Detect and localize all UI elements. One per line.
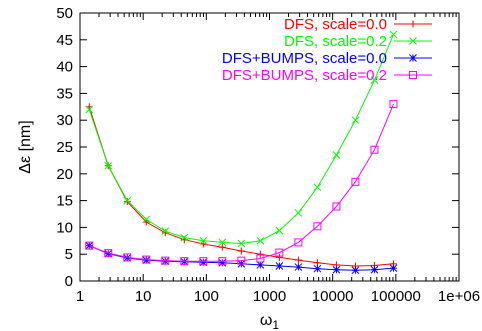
y-tick-label: 50 [56, 5, 73, 22]
data-point [85, 105, 94, 114]
data-point [409, 37, 417, 45]
legend-entry: DFS, scale=0.2 [284, 33, 432, 50]
data-point [275, 253, 283, 261]
data-point [180, 257, 189, 266]
data-point [409, 54, 417, 62]
data-point [218, 258, 227, 267]
data-point [237, 239, 246, 248]
legend-label: DFS, scale=0.0 [284, 16, 387, 33]
y-tick-label: 45 [56, 32, 73, 49]
series-4 [85, 100, 398, 266]
axes: 0 5 10 15 20 25 30 35 40 45 50 1 10 100 1000 10000 10000… [56, 5, 480, 305]
x-tick-label: 1000 [253, 288, 286, 305]
data-point [161, 229, 169, 237]
data-point [199, 257, 208, 266]
data-point [294, 256, 302, 264]
data-point [256, 250, 264, 258]
y-tick-label: 25 [56, 139, 73, 156]
x-axis-title-subscript: 1 [272, 318, 279, 331]
y-tick-label: 20 [56, 166, 73, 183]
data-point [161, 227, 170, 236]
x-tick-label: 100 [194, 288, 219, 305]
series-layer [85, 30, 398, 275]
data-point [294, 209, 303, 217]
data-point [275, 248, 284, 257]
data-point [199, 236, 208, 245]
data-point [237, 247, 245, 255]
data-point [409, 20, 417, 28]
data-point [370, 145, 379, 154]
data-point [294, 238, 303, 247]
legend-entry: DFS+BUMPS, scale=0.2 [222, 67, 432, 84]
data-point [332, 265, 341, 274]
data-point [142, 215, 151, 224]
data-point [218, 243, 226, 251]
x-axis-title: ω1 [260, 312, 280, 331]
data-point [332, 151, 341, 159]
y-tick-label: 40 [56, 59, 73, 76]
y-tick-label: 10 [56, 219, 73, 236]
data-point [256, 254, 265, 263]
data-point [351, 177, 360, 186]
data-point [332, 202, 341, 211]
y-tick-label: 15 [56, 193, 73, 210]
x-tick-label: 1 [76, 288, 84, 305]
data-point [142, 255, 151, 264]
data-point [85, 241, 94, 250]
data-point [313, 183, 322, 192]
x-axis-title-main: ω [260, 312, 273, 329]
data-point [256, 261, 265, 269]
series-line [89, 103, 394, 262]
legend-entry: DFS+BUMPS, scale=0.0 [222, 50, 432, 67]
data-point [389, 30, 398, 39]
data-point [370, 265, 379, 274]
y-tick-label: 35 [56, 85, 73, 102]
series-2 [85, 30, 398, 248]
data-point [275, 262, 284, 270]
data-point [161, 257, 170, 266]
data-point [123, 198, 131, 206]
data-point [104, 161, 113, 170]
y-tick-label: 30 [56, 112, 73, 129]
x-tick-label: 10 [135, 288, 152, 305]
x-tick-label: 1e+06 [438, 288, 480, 305]
y-axis-title: Δε [nm] [17, 120, 34, 173]
data-point [294, 263, 303, 271]
data-point [218, 257, 227, 266]
series-line [88, 106, 394, 267]
x-tick-label: 10000 [312, 288, 354, 305]
legend-label: DFS, scale=0.2 [284, 33, 387, 50]
legend-label: DFS+BUMPS, scale=0.0 [222, 50, 387, 67]
data-point [218, 238, 227, 247]
data-point [180, 233, 189, 242]
data-point [161, 256, 170, 265]
data-point [313, 264, 322, 273]
data-point [275, 226, 284, 235]
data-point [256, 236, 265, 245]
legend-label: DFS+BUMPS, scale=0.2 [222, 67, 387, 84]
data-point [370, 76, 379, 84]
data-point [389, 100, 398, 109]
x-tick-label: 100000 [371, 288, 421, 305]
data-point [409, 71, 417, 79]
legend-entry: DFS, scale=0.0 [284, 16, 432, 33]
y-tick-label: 5 [65, 246, 73, 263]
data-point [104, 249, 113, 258]
data-point [351, 266, 360, 275]
data-point [237, 256, 246, 265]
y-tick-label: 0 [65, 273, 73, 290]
data-point [123, 196, 132, 205]
data-point [313, 222, 322, 231]
series-1 [85, 103, 397, 270]
data-point [199, 240, 207, 248]
data-point [123, 253, 132, 262]
data-point [351, 116, 360, 125]
data-point [313, 259, 321, 267]
data-point [389, 264, 398, 272]
data-point [180, 257, 189, 266]
